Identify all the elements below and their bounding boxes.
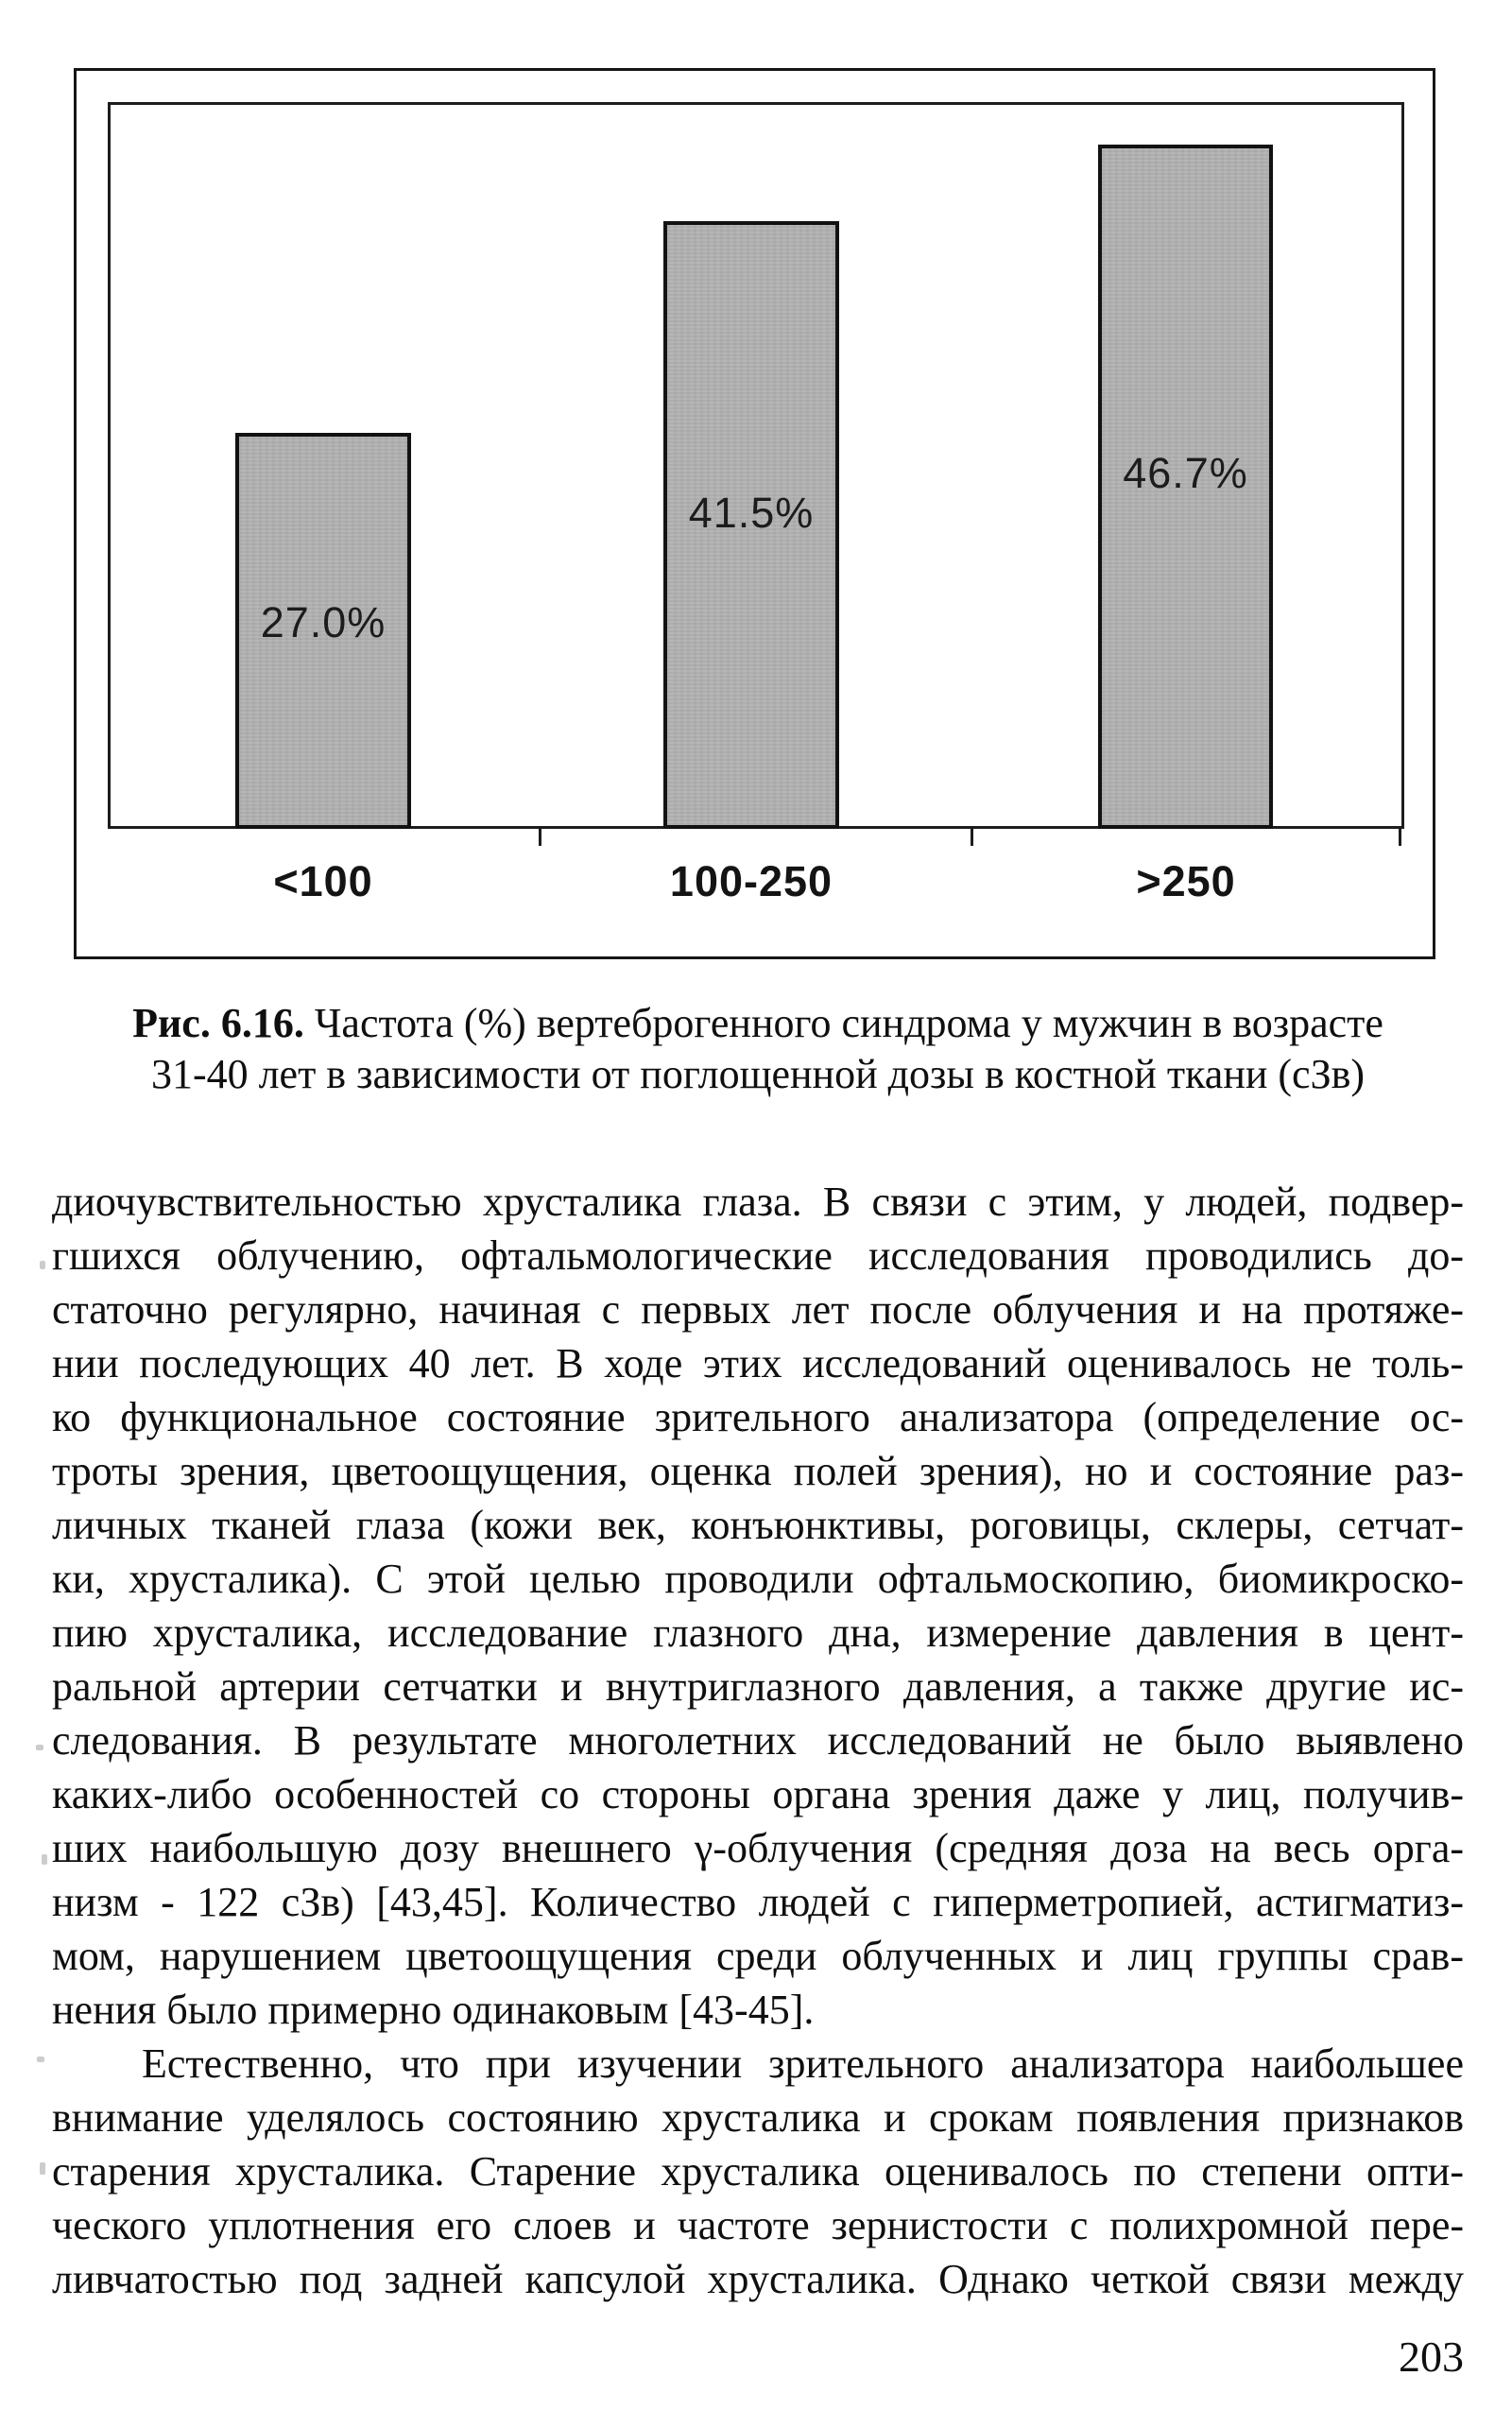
scan-speck: [36, 1745, 43, 1750]
body-line: нения было примерно одинаковым [43-45].: [52, 1987, 815, 2033]
scan-speck: [40, 1261, 45, 1269]
body-line: личных тканей глаза (кожи век, конъюнкти…: [52, 1502, 1464, 1548]
body-text: диочувствительностью хрусталика глаза. В…: [52, 1175, 1464, 2306]
figure-caption: Рис. 6.16. Частота (%) вертеброгенного с…: [52, 998, 1464, 1100]
body-line: ческого уплотнения его слоев и частоте з…: [52, 2202, 1464, 2248]
bar-value-label: 27.0%: [260, 598, 387, 646]
x-axis-label: >250: [1136, 857, 1236, 905]
bar: [663, 221, 839, 829]
page-number: 203: [1399, 2333, 1464, 2381]
body-line: низм - 122 сЗв) [43,45]. Количество люде…: [52, 1879, 1464, 1925]
bar: [1098, 145, 1273, 829]
body-line: каких-либо особенностей со стороны орган…: [52, 1771, 1464, 1817]
body-line: ко функциональное состояние зрительного …: [52, 1394, 1464, 1440]
body-line: мом, нарушением цветоощущения среди облу…: [52, 1933, 1464, 1979]
axis-tick: [539, 826, 541, 846]
figure-caption-text: Частота (%) вертеброгенного синдрома у м…: [303, 1000, 1383, 1046]
figure-caption-line2: 31-40 лет в зависимости от поглощенной д…: [150, 1051, 1366, 1097]
bar-value-label: 41.5%: [688, 489, 815, 537]
bar: [235, 433, 411, 829]
body-line: внимание уделялось состоянию хрусталика …: [52, 2094, 1464, 2141]
axis-tick: [971, 826, 973, 846]
body-line: следования. В результате многолетних исс…: [52, 1717, 1464, 1764]
body-line: диочувствительностью хрусталика глаза. В…: [52, 1179, 1464, 1225]
figure-caption-line1: Рис. 6.16. Частота (%) вертеброгенного с…: [52, 998, 1464, 1049]
scan-speck: [37, 2057, 44, 2062]
body-line: гшихся облучению, офтальмологические исс…: [52, 1232, 1464, 1279]
body-line: ки, хрусталика). С этой целью проводили …: [52, 1556, 1464, 1602]
body-line: троты зрения, цветоощущения, оценка поле…: [52, 1448, 1464, 1494]
body-line: ливчатостью под задней капсулой хрустали…: [52, 2256, 1464, 2302]
x-axis-label: 100-250: [669, 857, 833, 905]
scan-speck: [42, 1854, 47, 1865]
body-line: ральной артерии сетчатки и внутриглазног…: [52, 1663, 1464, 1710]
figure-box: 27.0% 41.5% 46.7% <100 100-250 >250: [74, 68, 1435, 959]
axis-tick: [1399, 826, 1401, 846]
body-line: старения хрусталика. Старение хрусталика…: [52, 2148, 1464, 2195]
bar-value-label: 46.7%: [1123, 449, 1248, 497]
body-line: статочно регулярно, начиная с первых лет…: [52, 1286, 1464, 1333]
x-axis-label: <100: [273, 857, 373, 905]
body-line: пию хрусталика, исследование глазного дн…: [52, 1610, 1464, 1656]
body-line: нии последующих 40 лет. В ходе этих иссл…: [52, 1340, 1464, 1386]
figure-caption-number: Рис. 6.16.: [132, 1000, 304, 1046]
body-line: Естественно, что при изучении зрительног…: [142, 2040, 1464, 2087]
body-line: ших наибольшую дозу внешнего γ-облучения…: [52, 1825, 1464, 1871]
scan-speck: [40, 2162, 45, 2175]
